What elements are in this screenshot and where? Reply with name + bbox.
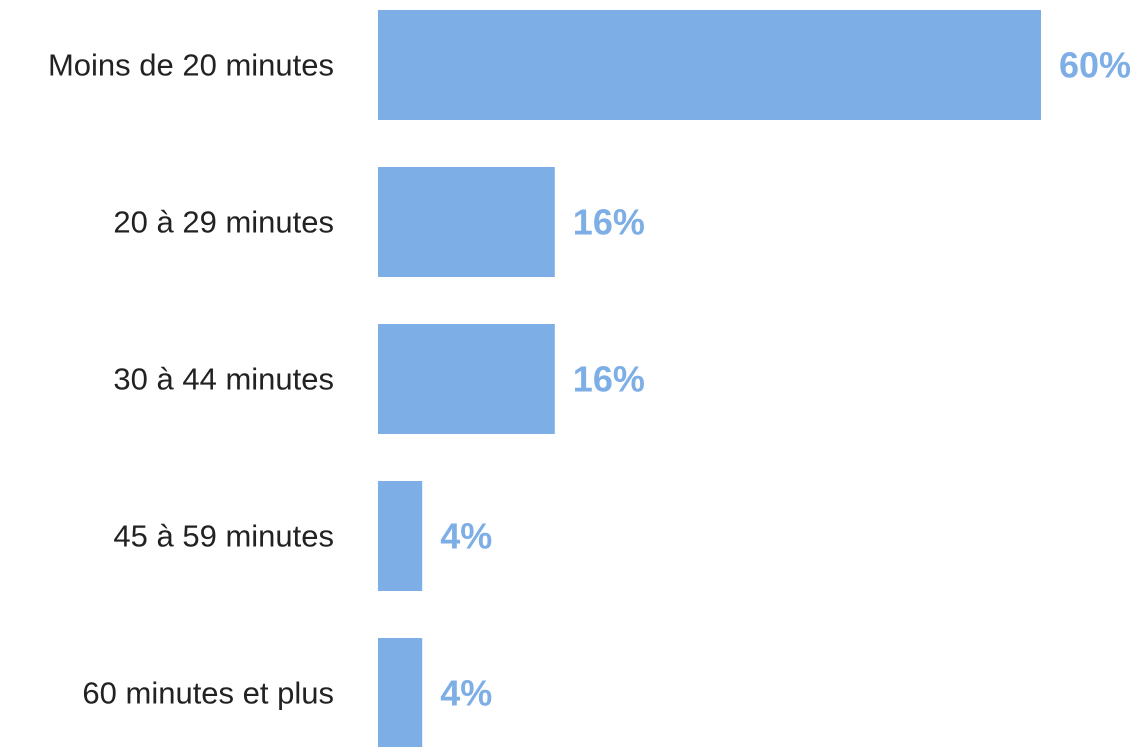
value-label-0: 60%	[1059, 45, 1131, 86]
category-label-0: Moins de 20 minutes	[48, 48, 334, 83]
category-label-1: 20 à 29 minutes	[113, 205, 334, 240]
bar-4	[378, 638, 423, 748]
bar-1	[378, 167, 555, 277]
category-label-4: 60 minutes et plus	[82, 676, 334, 711]
bar-0	[378, 10, 1041, 120]
value-label-1: 16%	[573, 202, 645, 243]
value-label-4: 4%	[440, 673, 492, 714]
category-label-2: 30 à 44 minutes	[113, 362, 334, 397]
labels-layer: Moins de 20 minutes 60% 20 à 29 minutes 16%…	[48, 45, 1131, 714]
value-label-3: 4%	[440, 516, 492, 557]
bars-layer	[378, 10, 1041, 748]
bar-2	[378, 324, 555, 434]
category-label-3: 45 à 59 minutes	[113, 519, 334, 554]
value-label-2: 16%	[573, 359, 645, 400]
bar-3	[378, 481, 423, 591]
